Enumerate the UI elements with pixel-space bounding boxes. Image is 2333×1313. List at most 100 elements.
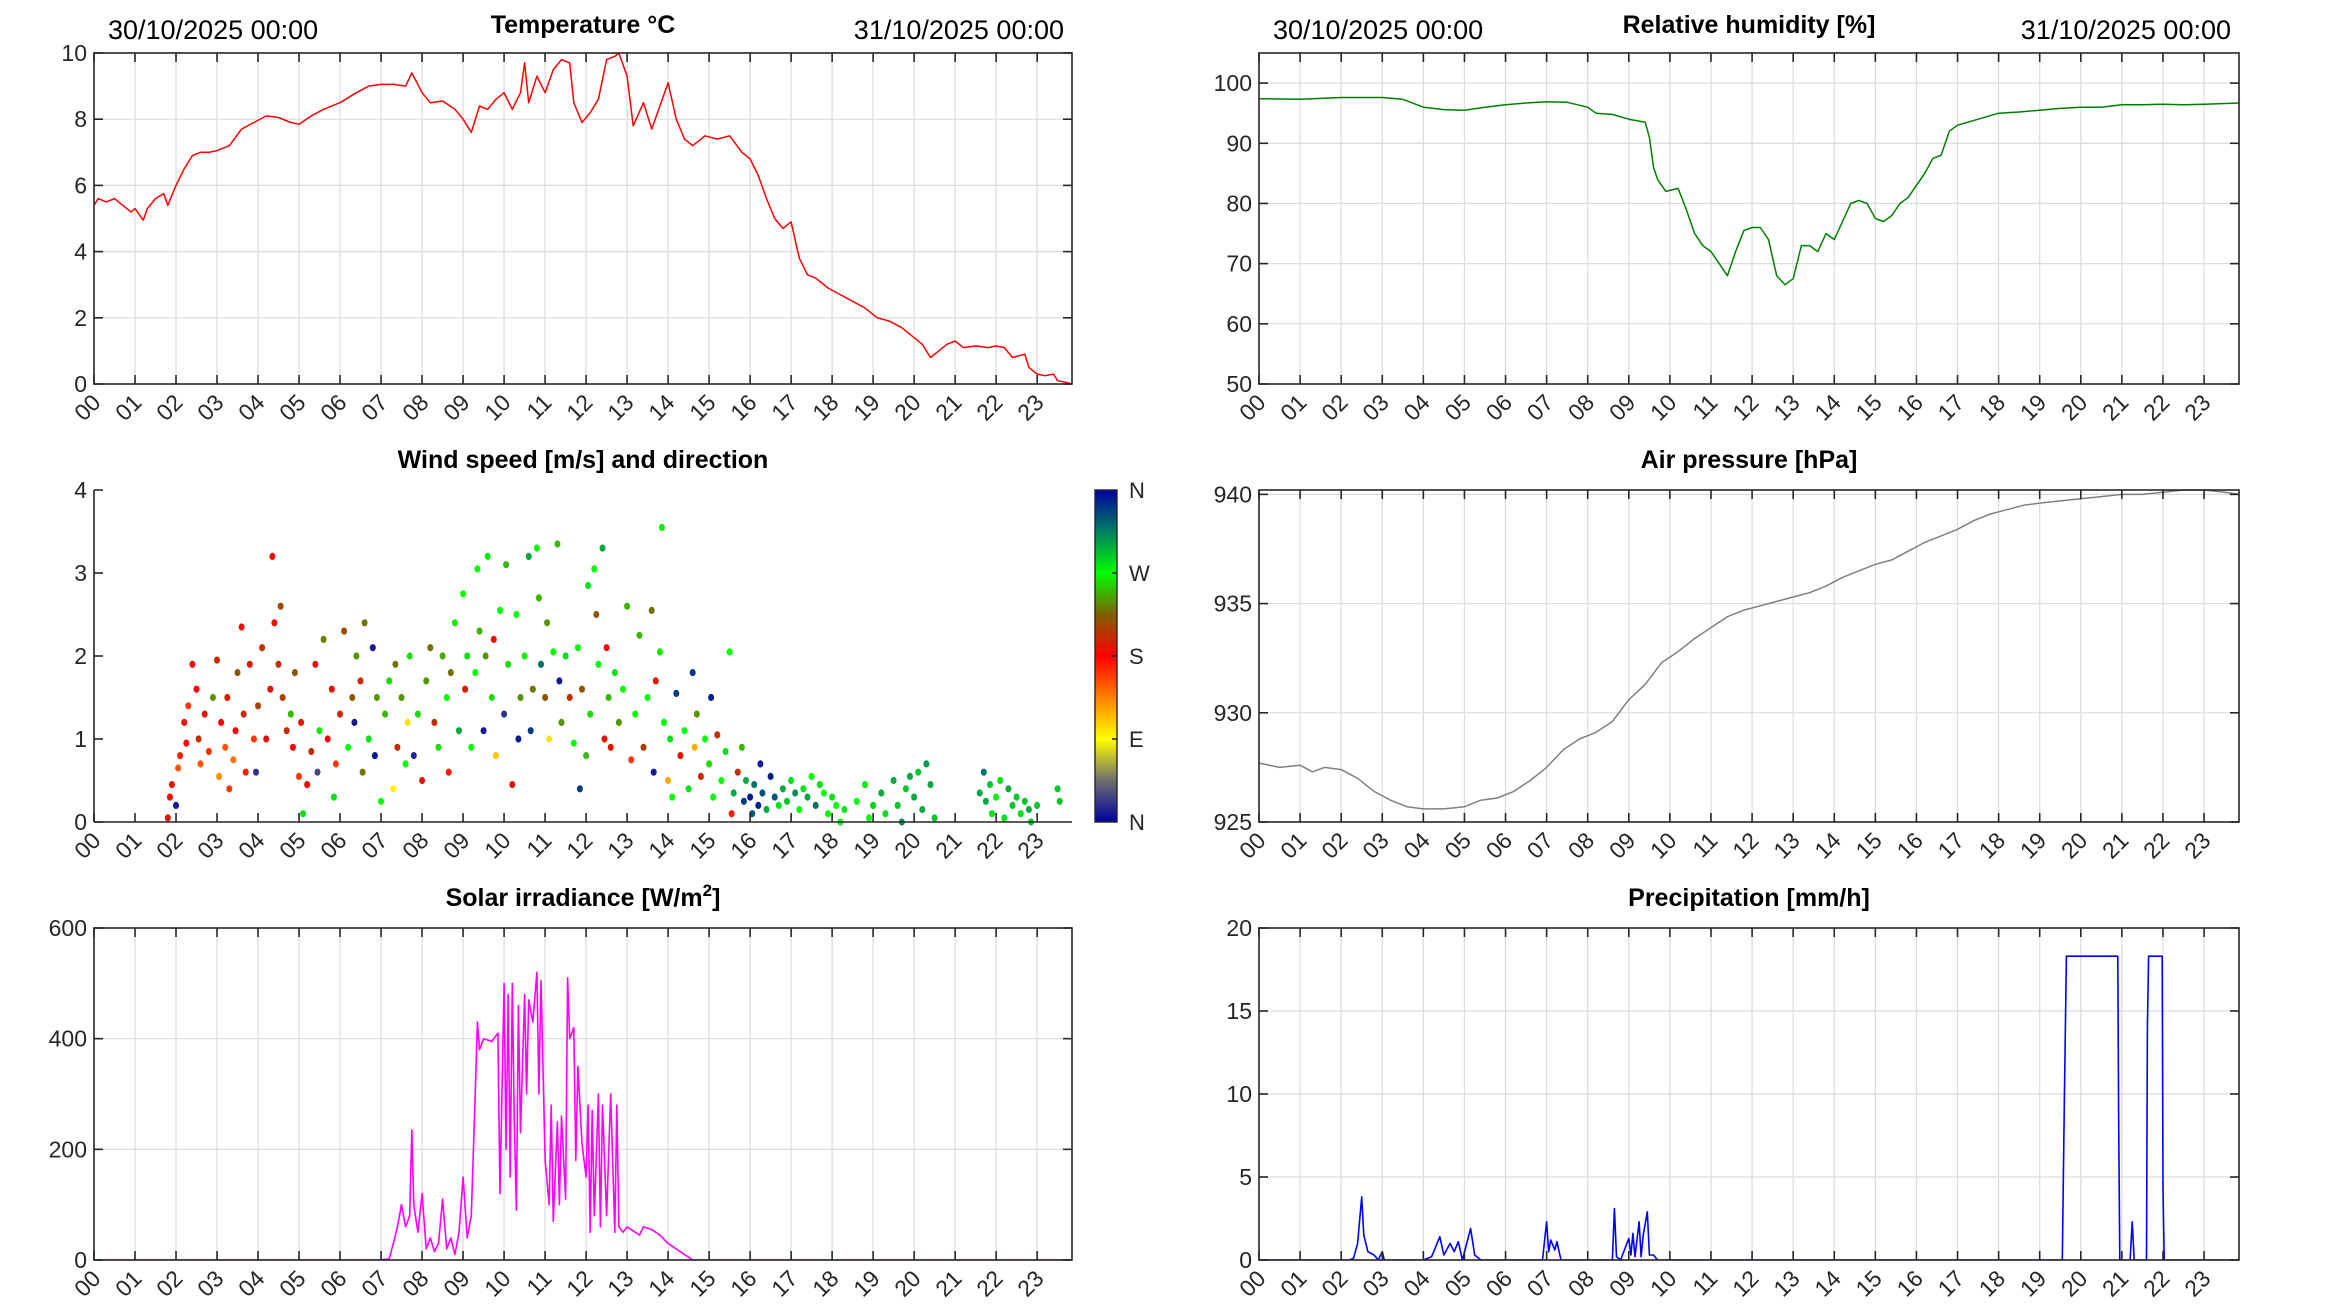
wind-point (447, 669, 454, 677)
temperature-series-line (94, 52, 1072, 384)
wind-point (414, 710, 421, 718)
wind-point (214, 656, 220, 664)
x-tick-label: 13 (1768, 1265, 1804, 1301)
x-tick-label: 17 (1933, 827, 1969, 863)
wind-point (605, 693, 612, 702)
wind-point (718, 776, 725, 785)
x-tick-label: 03 (192, 827, 228, 863)
wind-point (451, 619, 458, 627)
wind-point (234, 669, 241, 677)
y-tick-label: 70 (1226, 251, 1252, 277)
wind-point (349, 693, 356, 702)
wind-point (216, 772, 223, 781)
wind-point (181, 718, 188, 727)
wind-point (740, 797, 747, 805)
wind-point (410, 752, 417, 760)
x-tick-label: 20 (2056, 389, 2092, 425)
wind-point (345, 743, 352, 751)
wind-point (259, 644, 266, 652)
wind-point (427, 644, 434, 652)
x-tick-label: 02 (151, 1265, 187, 1301)
wind-point (398, 693, 405, 702)
wind-point (222, 743, 229, 751)
wind-point (201, 710, 208, 718)
wind-point (386, 677, 393, 685)
wind-point (423, 677, 430, 685)
x-tick-label: 12 (1727, 827, 1763, 863)
x-tick-label: 12 (1727, 389, 1763, 425)
wind-point (183, 739, 190, 747)
wind-point (640, 743, 647, 751)
wind-point (722, 747, 729, 756)
wind-point (476, 627, 483, 635)
wind-point (576, 785, 583, 793)
wind-point (503, 561, 510, 569)
start-date-label: 30/10/2025 00:00 (1273, 15, 1483, 45)
x-tick-label: 19 (848, 389, 884, 425)
temperature-chart: 00 01 02 03 04 05 06 07 08 09 10 11 12 13 14 15 16 17 18 19… (61, 11, 1073, 426)
x-tick-label: 22 (971, 389, 1007, 425)
x-tick-label: 14 (643, 1265, 680, 1302)
wind-point (474, 565, 481, 573)
wind-point (650, 768, 657, 776)
wind-point (443, 693, 450, 702)
x-tick-label: 03 (1357, 827, 1393, 863)
wind-point (825, 810, 831, 818)
x-tick-label: 12 (1727, 1265, 1763, 1301)
x-tick-label: 20 (889, 1265, 925, 1301)
wind-point (585, 581, 592, 590)
wind-point (224, 693, 231, 702)
wind-point (566, 693, 573, 702)
x-tick-label: 12 (561, 389, 597, 425)
wind-point (570, 739, 577, 747)
wind-point (337, 710, 343, 718)
wind-point (691, 743, 698, 751)
wind-point (890, 776, 897, 785)
wind-point (976, 789, 983, 797)
wind-point (595, 660, 602, 668)
x-tick-label: 20 (889, 389, 925, 425)
wind-point (779, 785, 786, 793)
x-tick-label: 08 (397, 1265, 433, 1301)
wind-point (980, 768, 987, 776)
wind-point (1056, 797, 1063, 805)
wind-point (535, 594, 542, 602)
x-tick-label: 08 (1563, 389, 1599, 425)
wind-point (195, 735, 202, 743)
wind-point (923, 760, 930, 768)
x-tick-label: 11 (521, 827, 556, 862)
wind-point (480, 727, 487, 735)
axes-box (1258, 489, 2240, 823)
x-tick-label: 05 (274, 827, 310, 863)
wind-point (468, 743, 475, 751)
wind-point (1017, 810, 1024, 818)
y-tick-label: 940 (1214, 481, 1252, 507)
wind-point (632, 710, 639, 718)
x-tick-label: 06 (315, 1265, 351, 1301)
wind-point (620, 685, 626, 693)
wind-point (759, 789, 766, 797)
wind-point (269, 552, 276, 561)
x-tick-label: 13 (602, 389, 638, 425)
wind-point (767, 772, 774, 781)
y-tick-label: 600 (49, 915, 87, 941)
wind-point (841, 805, 848, 814)
wind-point (771, 793, 778, 801)
x-tick-label: 23 (2179, 389, 2215, 425)
humidity-series-line (1259, 96, 2239, 286)
wind-point (861, 781, 868, 789)
x-tick-label: 21 (930, 389, 966, 425)
colorbar-label: W (1129, 561, 1150, 586)
wind-point (743, 776, 749, 785)
wind-point (373, 693, 380, 702)
wind-point (361, 619, 368, 627)
pressure-chart: 00 01 02 03 04 05 06 07 08 09 10 11 12 13 14 15 16 17 18 19… (1214, 446, 2240, 864)
x-tick-label: 15 (684, 389, 720, 425)
wind-point (656, 648, 663, 656)
wind-point (517, 693, 524, 702)
wind-point (648, 606, 655, 615)
x-tick-label: 10 (479, 1265, 515, 1301)
chart-title: Precipitation [mm/h] (1628, 884, 1870, 912)
x-tick-label: 06 (1481, 827, 1517, 863)
x-tick-label: 13 (1768, 389, 1804, 425)
